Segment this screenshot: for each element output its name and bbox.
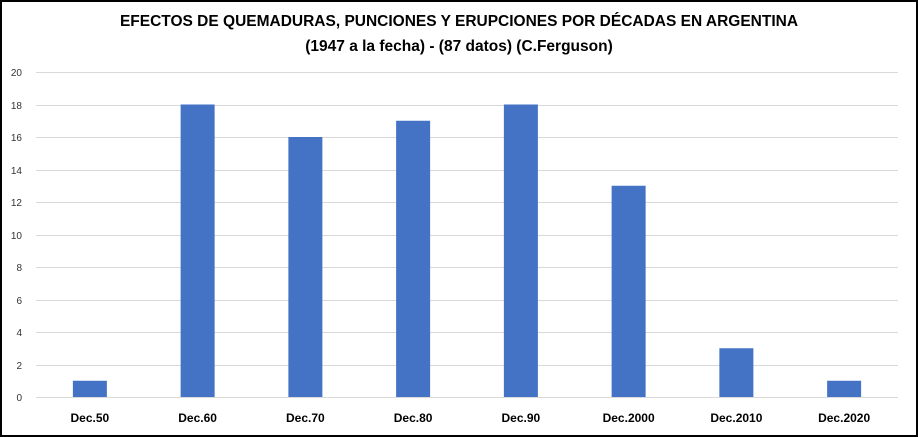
chart-title: EFECTOS DE QUEMADURAS, PUNCIONES Y ERUPC… xyxy=(119,13,799,30)
x-category-label: Dec.50 xyxy=(71,411,110,425)
bar xyxy=(827,380,862,397)
bar xyxy=(72,380,107,397)
x-category-label: Dec.70 xyxy=(286,411,325,425)
y-tick-label: 0 xyxy=(16,393,22,404)
bar xyxy=(719,348,754,397)
bar xyxy=(180,104,215,397)
y-tick-label: 10 xyxy=(11,231,23,242)
x-category-label: Dec.80 xyxy=(394,411,433,425)
y-tick-label: 14 xyxy=(11,166,23,177)
chart-subtitle: (1947 a la fecha) - (87 datos) (C.Fergus… xyxy=(305,38,613,55)
y-tick-label: 16 xyxy=(11,133,23,144)
x-category-label: Dec.2020 xyxy=(818,411,870,425)
gridlines xyxy=(36,72,898,398)
x-category-label: Dec.2000 xyxy=(603,411,655,425)
bar xyxy=(503,104,538,397)
x-category-label: Dec.2010 xyxy=(710,411,762,425)
y-tick-label: 4 xyxy=(16,328,22,339)
y-tick-label: 2 xyxy=(16,361,22,372)
y-tick-label: 6 xyxy=(16,296,22,307)
y-tick-label: 20 xyxy=(11,68,23,79)
x-category-label: Dec.60 xyxy=(178,411,217,425)
y-tick-label: 18 xyxy=(11,101,23,112)
bar xyxy=(288,137,323,397)
bar xyxy=(611,185,646,397)
y-tick-label: 12 xyxy=(11,198,23,209)
x-category-label: Dec.90 xyxy=(502,411,541,425)
x-axis-labels: Dec.50 Dec.60 Dec.70 Dec.80 Dec.90 Dec.2000 De… xyxy=(71,411,871,425)
bar xyxy=(396,120,431,397)
bars xyxy=(72,104,862,397)
y-tick-label: 8 xyxy=(16,263,22,274)
y-axis-ticks: 0 2 4 6 8 10 12 14 16 18 20 xyxy=(11,68,23,404)
